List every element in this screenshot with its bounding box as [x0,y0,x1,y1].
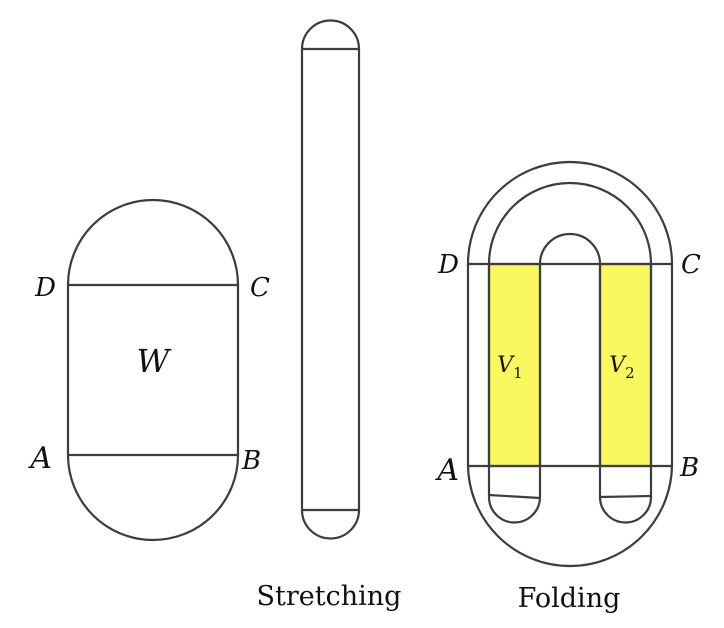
label-w: W [137,342,173,380]
label-c-left: C [250,273,270,303]
label-c-right: C [681,250,701,280]
tip-line-left [487,493,542,500]
stadium-shape: W D C A B [27,198,270,542]
label-d-left: D [34,273,56,303]
label-v2: V2 [609,353,634,382]
folded-outer-outline [466,160,674,568]
label-b-left: B [241,446,261,476]
stretched-outline [300,19,361,540]
label-b-right: B [679,453,699,483]
tip-line-right [598,494,653,499]
stretched-shape: Stretching [257,19,402,612]
caption-folding: Folding [518,583,621,614]
caption-stretching: Stretching [257,581,402,612]
horseshoe-band [487,181,653,524]
label-d-right: D [437,250,459,280]
label-a-left: A [27,441,52,476]
folded-shape: V1 V2 D C A B Folding [434,160,701,614]
label-v1: V1 [497,353,522,382]
label-a-right: A [434,453,459,488]
